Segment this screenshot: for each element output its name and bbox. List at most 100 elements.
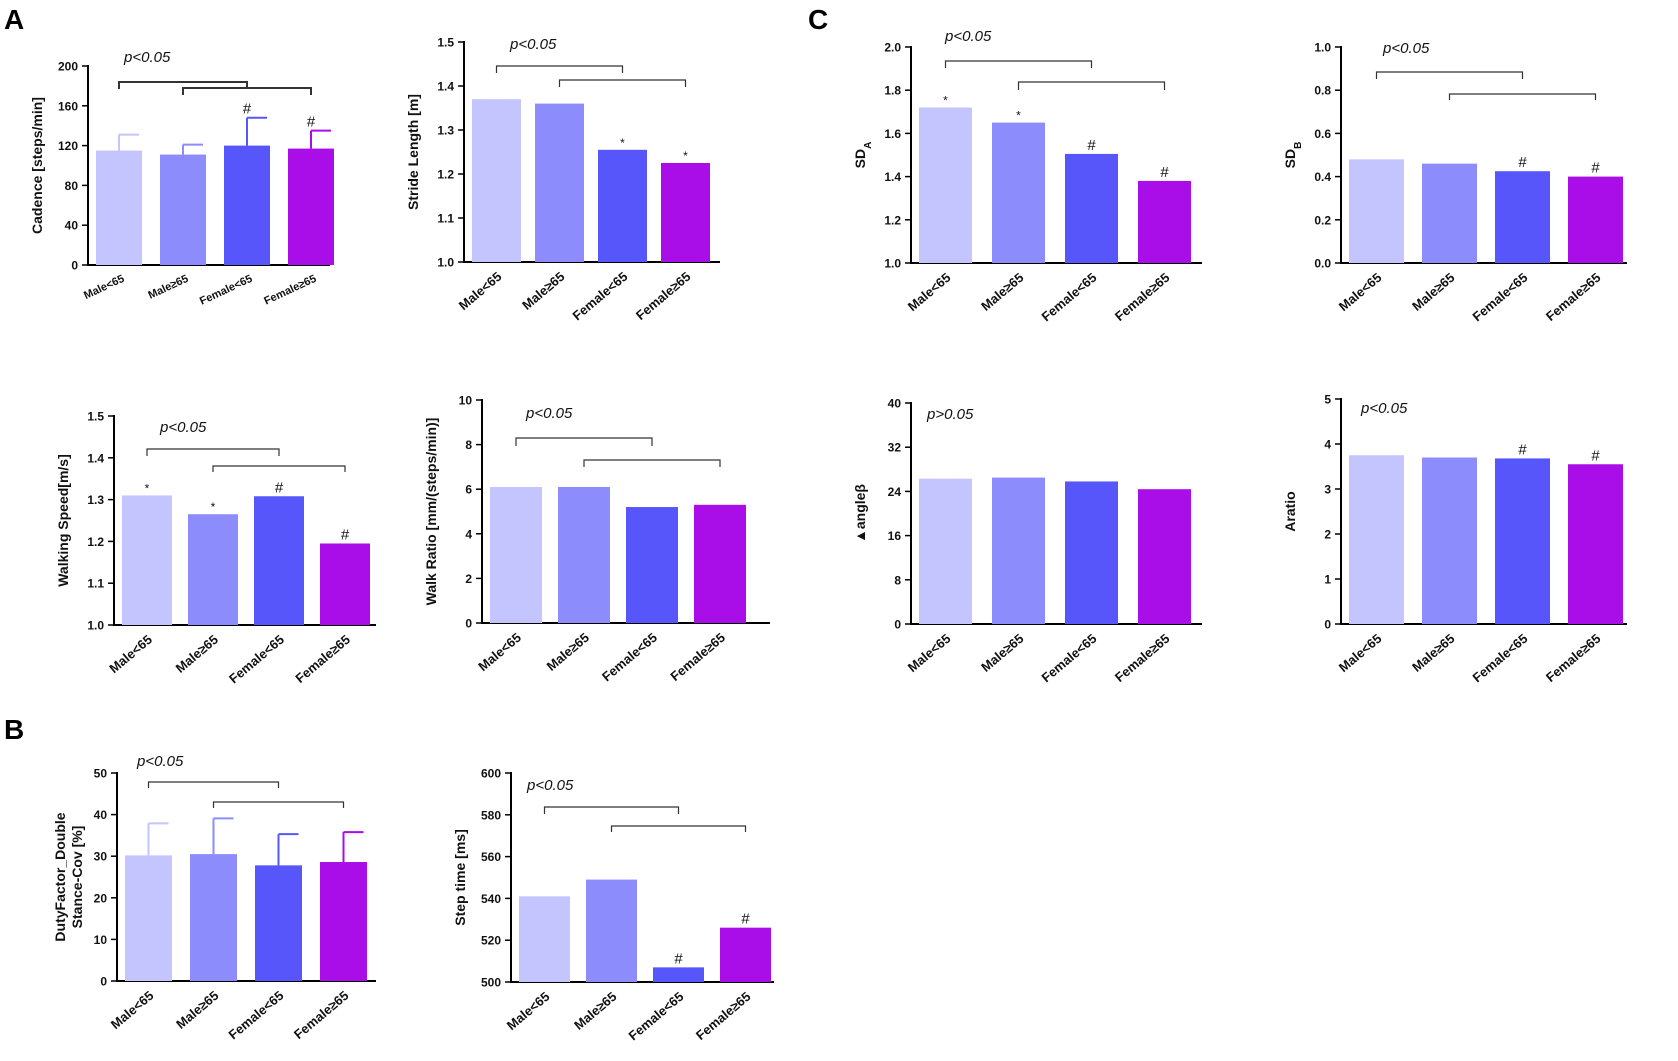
y-tick-label: 10 — [459, 394, 473, 408]
x-tick-label-male-lt65: Male<65 — [82, 273, 126, 302]
significance-bracket — [118, 81, 248, 89]
y-tick-label: 200 — [58, 60, 78, 74]
bar-male-ge65 — [586, 879, 637, 982]
bar-female-ge65 — [694, 504, 746, 623]
hash-marker: # — [243, 101, 252, 118]
y-axis-title-main: Aratio — [1282, 491, 1298, 531]
x-tick-label-female-ge65: Female≥65 — [1112, 270, 1173, 324]
y-axis-title: SDB — [1282, 142, 1304, 169]
x-tick-label-female-lt65: Female<65 — [570, 269, 631, 323]
y-tick-label: 8 — [894, 573, 901, 587]
y-tick-label: 0.2 — [1314, 213, 1331, 227]
y-tick-label: 1.4 — [87, 451, 104, 465]
y-axis-title: Walking Speed[m/s] — [55, 454, 71, 587]
y-tick-label: 40 — [94, 808, 108, 822]
y-tick-label: 0 — [100, 975, 107, 989]
y-tick-label: 2 — [465, 572, 472, 586]
chart-cadence: 0 40 80 120 160 200 Cadence [steps/min] Male<65… — [29, 49, 334, 308]
y-axis-title-main: Walk Ratio [mm/(steps/min)] — [423, 418, 439, 606]
panel-label-a: A — [4, 4, 25, 35]
hash-marker: # — [307, 114, 316, 131]
chart-sd-b: 0.0 0.2 0.4 0.6 0.8 1.0 SDB Male<65 Male≥65 # Fema… — [1282, 40, 1627, 324]
x-tick-label-female-ge65: Female≥65 — [693, 989, 754, 1043]
y-tick-label: 0.0 — [1314, 257, 1331, 271]
significance-bracket — [212, 465, 346, 472]
y-tick-label: 1.5 — [87, 410, 104, 424]
chart-stride-length: 1.0 1.1 1.2 1.3 1.4 1.5 Stride Length [m] Male<… — [405, 36, 720, 323]
significance-bracket — [182, 87, 312, 95]
y-axis-title-line: DutyFactor_Double — [52, 812, 68, 941]
hash-marker: # — [275, 479, 284, 496]
bar-female-ge65 — [320, 543, 370, 625]
x-tick-label-male-lt65: Male<65 — [504, 989, 553, 1033]
x-tick-label-female-lt65: Female<65 — [1470, 270, 1531, 324]
p-value-label: p<0.05 — [526, 777, 574, 794]
y-axis-title-main: Stride Length [m] — [405, 94, 421, 210]
p-value-label: p>0.05 — [926, 406, 974, 423]
y-tick-label: 1.3 — [87, 493, 104, 507]
chart-angle-beta: 0 8 16 24 32 40 ▲angleβ Male<65 Male≥65 Female<65… — [852, 397, 1202, 685]
bar-female-ge65 — [1138, 180, 1191, 263]
bar-male-ge65 — [1422, 163, 1477, 263]
y-tick-label: 5 — [1324, 393, 1331, 407]
significance-bracket — [1375, 71, 1524, 79]
bar-female-ge65 — [661, 163, 710, 262]
y-axis-title-multiline: DutyFactor_DoubleStance-Cov [%] — [52, 812, 85, 941]
chart-walk-ratio: 0 2 4 6 8 10 Walk Ratio [mm/(steps/min)] Male<6… — [423, 394, 770, 684]
p-value-label: p<0.05 — [509, 36, 557, 53]
y-axis-title-main: Walking Speed[m/s] — [55, 454, 71, 587]
bar-female-lt65 — [254, 496, 304, 625]
x-tick-label-female-ge65: Female≥65 — [667, 630, 728, 684]
x-tick-label-male-ge65: Male≥65 — [173, 632, 221, 676]
x-tick-label-male-ge65: Male≥65 — [978, 270, 1026, 314]
y-tick-label: 0.4 — [1314, 170, 1331, 184]
y-axis-title: SDA — [852, 142, 874, 169]
chart-sd-a: 1.0 1.2 1.4 1.6 1.8 2.0 SDA * Male<65 * Male≥65 # Fe… — [852, 28, 1202, 324]
x-tick-label-male-ge65: Male≥65 — [146, 273, 190, 302]
significance-bracket — [212, 801, 345, 808]
y-axis-title-main: Cadence [steps/min] — [29, 97, 45, 234]
y-tick-label: 500 — [481, 976, 501, 990]
y-tick-label: 0 — [894, 618, 901, 632]
bar-male-lt65 — [472, 99, 521, 262]
x-tick-label-male-ge65: Male≥65 — [978, 631, 1026, 675]
significance-bracket — [610, 825, 747, 832]
p-value-label: p<0.05 — [136, 753, 184, 770]
star-marker: * — [620, 136, 625, 150]
y-tick-label: 6 — [465, 483, 472, 497]
y-tick-label: 40 — [888, 397, 902, 411]
y-tick-label: 10 — [94, 933, 108, 947]
x-tick-label-male-lt65: Male<65 — [108, 988, 157, 1032]
x-tick-label-male-lt65: Male<65 — [1336, 270, 1385, 314]
bar-female-lt65 — [1495, 171, 1550, 263]
bar-male-ge65 — [992, 477, 1045, 624]
y-tick-label: 1.0 — [437, 256, 454, 270]
y-tick-label: 1.5 — [437, 36, 454, 50]
y-tick-label: 1.2 — [437, 168, 454, 182]
bar-male-ge65 — [190, 854, 237, 981]
hash-marker: # — [1591, 160, 1600, 177]
x-tick-label-male-lt65: Male<65 — [475, 630, 524, 674]
y-axis-title-line: Stance-Cov [%] — [69, 826, 85, 929]
y-tick-label: 30 — [94, 850, 108, 864]
y-tick-label: 1 — [1324, 573, 1331, 587]
y-tick-label: 560 — [481, 850, 501, 864]
p-value-label: p<0.05 — [159, 419, 207, 436]
bar-male-ge65 — [160, 154, 206, 265]
chart-duty-factor: 0 10 20 30 40 50 DutyFactor_DoubleStance-Cov [… — [52, 753, 376, 1042]
y-axis-title: Step time [ms] — [452, 829, 468, 925]
y-axis-title: Aratio — [1282, 491, 1298, 531]
x-tick-label-male-lt65: Male<65 — [905, 631, 954, 675]
bar-female-ge65 — [1568, 464, 1623, 624]
y-axis-title-main: Step time [ms] — [452, 829, 468, 925]
bar-female-ge65 — [1138, 489, 1191, 624]
y-axis-title-main: SD — [1282, 149, 1298, 168]
significance-bracket — [1448, 93, 1597, 100]
hash-marker: # — [1518, 441, 1527, 458]
star-marker: * — [943, 93, 948, 107]
bar-female-ge65 — [288, 148, 334, 265]
y-tick-label: 50 — [94, 767, 108, 781]
significance-bracket — [558, 79, 687, 87]
chart-step-time: 500 520 540 560 580 600 Step time [ms] Male<65 M… — [452, 767, 774, 1043]
significance-bracket — [543, 806, 680, 814]
